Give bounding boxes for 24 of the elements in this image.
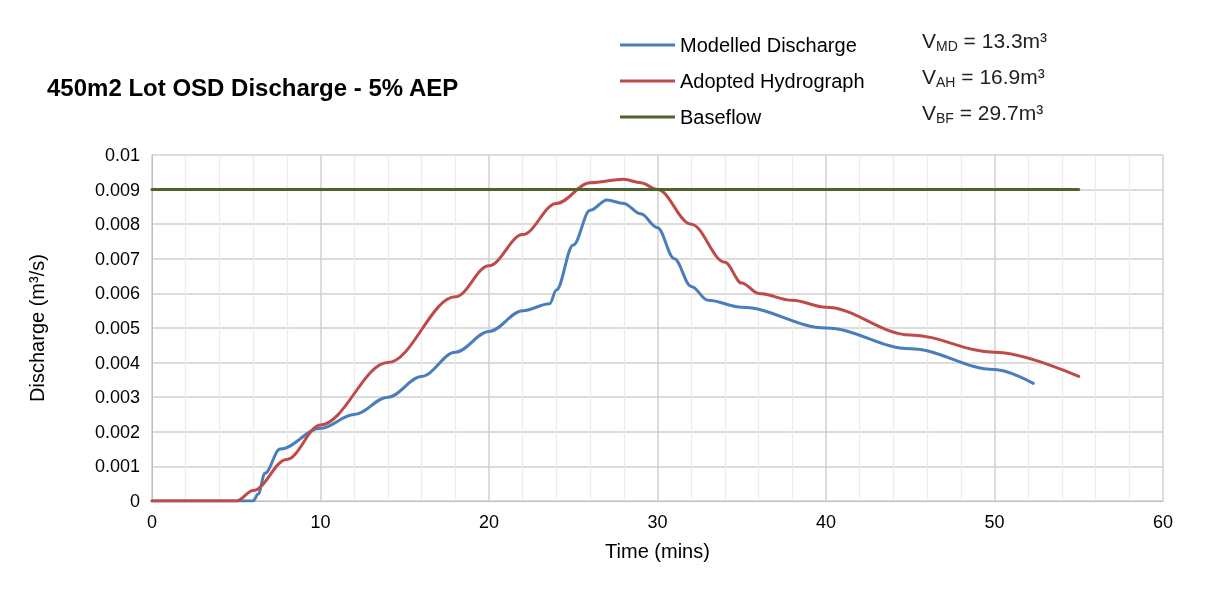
- y-tick-label: 0.004: [94, 352, 140, 373]
- y-tick-label: 0.003: [94, 387, 140, 408]
- y-tick-label: 0.005: [94, 318, 140, 338]
- legend-label: Baseflow: [680, 106, 762, 128]
- y-tick-label: 0.009: [94, 179, 140, 200]
- x-tick-label: 30: [647, 512, 668, 532]
- y-axis-title: Discharge (m³/s): [26, 254, 48, 402]
- y-tick-label: 0.01: [104, 145, 140, 165]
- x-tick-label: 40: [815, 512, 837, 532]
- y-tick-label: 0.008: [94, 214, 140, 235]
- y-tick-label: 0.001: [94, 456, 140, 477]
- x-tick-label: 60: [1152, 512, 1174, 532]
- legend-label: Modelled Discharge: [680, 34, 857, 56]
- x-axis-title: Time (mins): [605, 540, 710, 562]
- chart-title: 450m2 Lot OSD Discharge - 5% AEP: [47, 73, 459, 101]
- y-tick-label: 0.007: [94, 248, 140, 269]
- x-tick-label: 20: [478, 512, 500, 532]
- legend-label: Adopted Hydrograph: [680, 70, 865, 92]
- y-tick-label: 0: [129, 491, 140, 511]
- y-tick-label: 0.006: [94, 283, 140, 304]
- y-tick-label: 0.002: [94, 421, 140, 442]
- x-tick-label: 0: [146, 512, 158, 532]
- x-tick-label: 10: [310, 512, 331, 532]
- x-tick-label: 50: [984, 512, 1005, 532]
